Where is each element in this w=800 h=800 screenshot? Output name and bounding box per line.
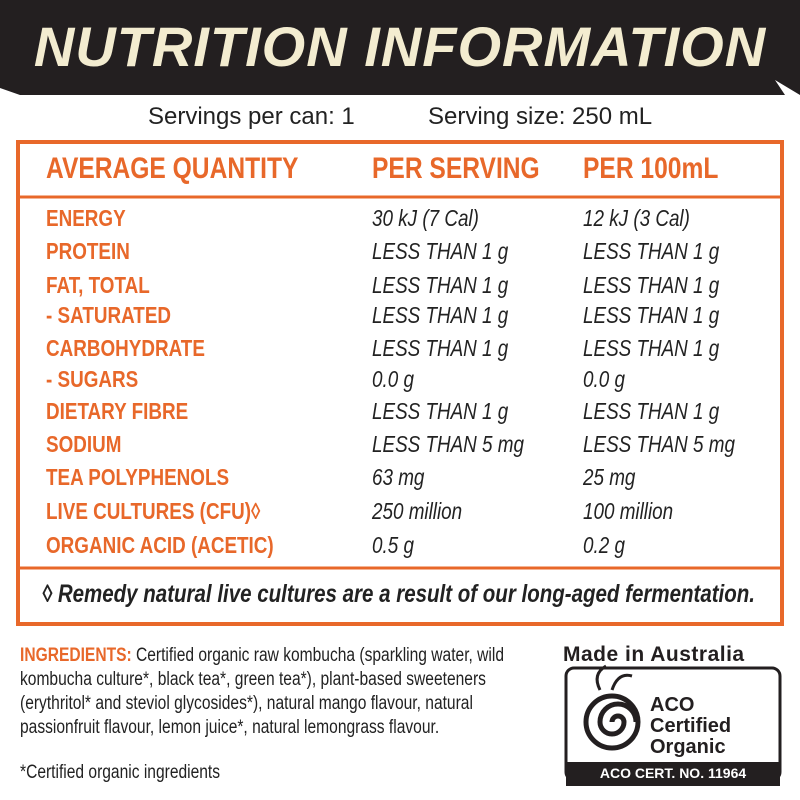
nutrient-value: 0.0 g bbox=[372, 366, 414, 392]
nutrient-name: ENERGY bbox=[46, 205, 126, 231]
nutrient-value: 30 kJ (7 Cal) bbox=[372, 205, 479, 231]
nutrient-value: 0.2 g bbox=[583, 532, 625, 558]
badge-line: ACO bbox=[650, 694, 695, 716]
organic-note: *Certified organic ingredients bbox=[20, 762, 221, 783]
title: NUTRITION INFORMATION bbox=[33, 15, 767, 78]
nutrient-value: LESS THAN 1 g bbox=[372, 335, 509, 361]
nutrient-value: LESS THAN 5 mg bbox=[583, 431, 735, 457]
nutrient-value: LESS THAN 1 g bbox=[372, 302, 509, 328]
nutrient-name: PROTEIN bbox=[46, 238, 130, 264]
badge-line: Certified bbox=[650, 715, 732, 737]
nutrient-name: TEA POLYPHENOLS bbox=[46, 464, 230, 490]
nutrient-name: SODIUM bbox=[46, 431, 122, 457]
nutrient-value: LESS THAN 1 g bbox=[372, 398, 509, 424]
nutrient-name: CARBOHYDRATE bbox=[46, 335, 205, 361]
origin: Made in Australia bbox=[563, 643, 745, 666]
banner bbox=[0, 0, 800, 95]
badge-line: Organic bbox=[650, 736, 726, 758]
nutrient-value: LESS THAN 5 mg bbox=[372, 431, 524, 457]
spiral-icon bbox=[583, 664, 641, 751]
nutrient-value: 100 million bbox=[583, 498, 674, 524]
nutrient-value: LESS THAN 1 g bbox=[583, 335, 720, 361]
nutrient-name: ORGANIC ACID (ACETIC) bbox=[46, 532, 274, 558]
column-header: PER 100mL bbox=[583, 152, 719, 185]
nutrient-value: 12 kJ (3 Cal) bbox=[583, 205, 690, 231]
nutrient-name: FAT, TOTAL bbox=[46, 272, 150, 298]
column-header: PER SERVING bbox=[372, 152, 540, 185]
nutrient-value: LESS THAN 1 g bbox=[372, 238, 509, 264]
nutrient-value: LESS THAN 1 g bbox=[372, 272, 509, 298]
ingredients: INGREDIENTS: Certified organic raw kombu… bbox=[20, 644, 545, 740]
nutrient-name: - SUGARS bbox=[46, 366, 139, 392]
nutrient-name: - SATURATED bbox=[46, 302, 172, 328]
servings-per-can: Servings per can: 1 bbox=[148, 103, 355, 130]
nutrient-name: DIETARY FIBRE bbox=[46, 398, 189, 424]
nutrient-value: LESS THAN 1 g bbox=[583, 238, 720, 264]
footnote: ◊ Remedy natural live cultures are a res… bbox=[42, 580, 755, 608]
nutrient-value: 0.0 g bbox=[583, 366, 625, 392]
cert-number: ACO CERT. NO. 11964 bbox=[599, 765, 747, 781]
ingredients-text: Certified organic raw kombucha (sparklin… bbox=[20, 645, 505, 738]
nutrient-value: LESS THAN 1 g bbox=[583, 302, 720, 328]
logo-band bbox=[566, 762, 780, 786]
nutrient-name: LIVE CULTURES (CFU)◊ bbox=[46, 498, 261, 524]
nutrient-value: 25 mg bbox=[583, 464, 636, 490]
nutrient-value: 0.5 g bbox=[372, 532, 414, 558]
serving-size: Serving size: 250 mL bbox=[428, 103, 653, 130]
table-border bbox=[16, 140, 784, 626]
nutrient-value: LESS THAN 1 g bbox=[583, 272, 720, 298]
badge-text: ACO Certified Organic bbox=[650, 695, 731, 758]
column-header: AVERAGE QUANTITY bbox=[46, 152, 299, 185]
ingredients-label: INGREDIENTS: bbox=[20, 645, 132, 666]
nutrient-value: 63 mg bbox=[372, 464, 425, 490]
nutrient-value: LESS THAN 1 g bbox=[583, 398, 720, 424]
nutrient-value: 250 million bbox=[372, 498, 463, 524]
